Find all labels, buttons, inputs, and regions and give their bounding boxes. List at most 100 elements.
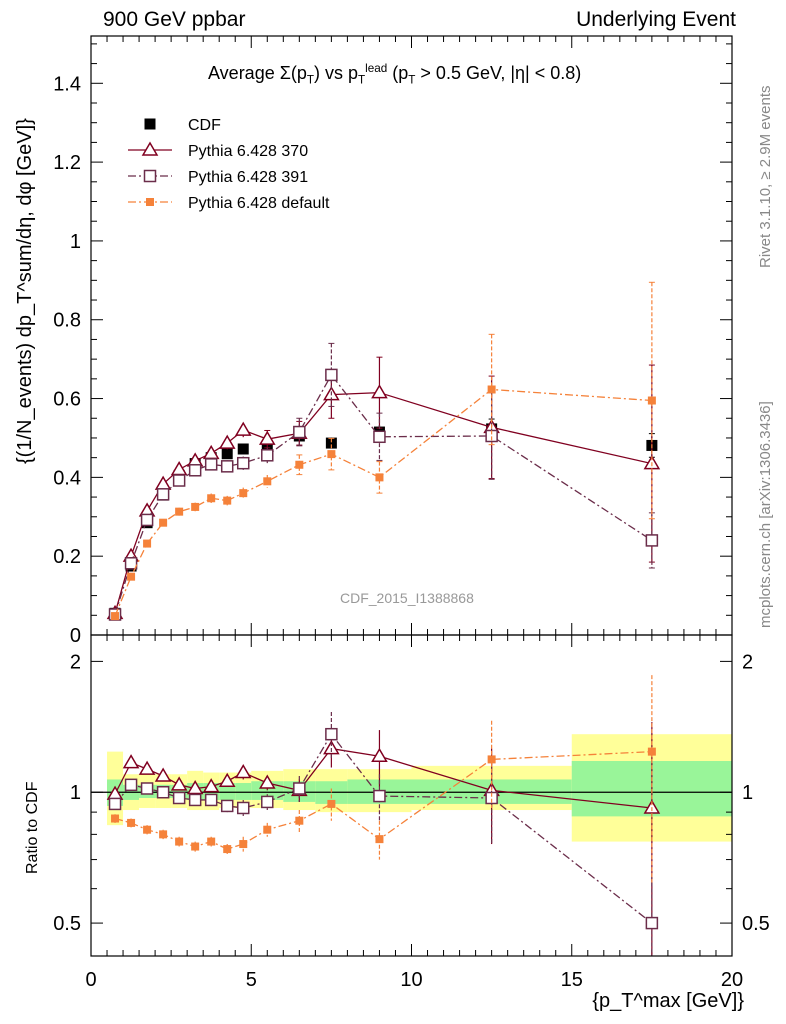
ratio-data-point <box>156 785 170 799</box>
ratio-data-point <box>170 776 188 791</box>
ratio-data-point <box>643 799 661 814</box>
ratio-data-point <box>111 814 120 823</box>
mcplots-reference-label: mcplots.cern.ch [arXiv:1306.3436] <box>757 401 774 628</box>
rivet-version-label: Rivet 3.1.10, ≥ 2.9M events <box>757 85 774 269</box>
ratio-y-tick-label: 0.5 <box>53 913 81 935</box>
data-point <box>487 385 496 394</box>
ratio-data-point <box>207 837 216 846</box>
data-point <box>218 434 236 449</box>
analysis-watermark: CDF_2015_I1388868 <box>340 590 474 606</box>
ratio-panel: 0 5 10 15 20 0.5 0.5 1 1 2 2 <box>53 634 770 991</box>
legend-marker <box>141 141 159 156</box>
data-point <box>239 489 248 498</box>
ratio-data-point <box>327 799 336 808</box>
ratio-data-point <box>124 778 138 792</box>
data-point <box>156 488 170 501</box>
data-point <box>140 513 154 527</box>
ratio-y-tick-label: 1 <box>70 782 81 804</box>
ratio-y-tick-label-right: 1 <box>742 782 753 804</box>
x-tick-label: 0 <box>85 969 96 991</box>
ratio-data-point <box>191 842 200 851</box>
series-cdf <box>109 418 658 619</box>
data-point <box>371 384 388 399</box>
ratio-inner-band <box>251 781 284 800</box>
ratio-data-point <box>263 825 272 834</box>
series-layer <box>106 281 661 956</box>
ratio-data-point <box>154 767 172 782</box>
y-tick-label: 0.2 <box>53 546 81 568</box>
ratio-uncertainty-bands <box>91 734 732 842</box>
ratio-data-point <box>204 793 218 807</box>
ratio-y-axis-label: Ratio to CDF <box>24 781 41 874</box>
ratio-data-point <box>645 916 659 930</box>
data-point <box>170 460 188 476</box>
ratio-data-point <box>140 782 154 795</box>
data-point <box>234 421 252 436</box>
ratio-data-point <box>371 747 388 762</box>
ratio-data-point <box>323 740 340 755</box>
ratio-data-point <box>295 816 304 825</box>
y-tick-label: 0.8 <box>53 310 81 332</box>
ratio-data-point <box>172 791 186 805</box>
data-point <box>237 443 249 455</box>
data-point <box>188 464 202 477</box>
legend-item: CDF <box>144 117 221 134</box>
series-pythia-6-428-391 <box>108 342 659 621</box>
data-point <box>143 539 152 548</box>
ratio-data-point <box>373 789 386 803</box>
subtitle-part-4: T <box>358 73 366 87</box>
legend: CDF Pythia 6.428 370 Pythia 6.428 391 Pythi… <box>128 117 330 212</box>
x-axis-label: {p_T^max [GeV]} <box>592 990 744 1012</box>
data-point <box>236 456 250 470</box>
data-point <box>220 460 234 473</box>
ratio-series-pythia-6-428-391 <box>108 711 659 956</box>
legend-marker <box>146 198 154 206</box>
main-y-axis-label: {(1/N_events) dp_T^sum/dη, dφ [GeV]} <box>14 118 36 464</box>
ratio-data-point <box>186 780 204 795</box>
ratio-series-line <box>114 733 653 924</box>
ratio-inner-band <box>235 783 252 800</box>
legend-label: Pythia 6.428 391 <box>188 169 308 186</box>
x-tick-label: 5 <box>246 969 257 991</box>
legend-item: Pythia 6.428 default <box>128 195 330 212</box>
ratio-data-point <box>159 830 168 839</box>
data-point <box>647 396 656 405</box>
subtitle-part-5: lead <box>365 62 388 75</box>
y-tick-label: 0.4 <box>53 467 81 489</box>
ratio-frame <box>90 634 733 957</box>
data-point <box>645 534 659 547</box>
data-point <box>172 474 186 487</box>
data-point <box>293 425 306 439</box>
subtitle-part-8: > 0.5 GeV, |η| < 0.8) <box>415 63 582 83</box>
data-point <box>327 450 336 459</box>
data-point <box>221 448 233 460</box>
data-point <box>375 473 384 482</box>
ratio-data-point <box>138 760 156 775</box>
ratio-data-point <box>234 764 252 779</box>
ratio-data-point <box>108 797 122 811</box>
ratio-y-tick-label: 2 <box>70 651 81 673</box>
data-point <box>258 430 276 445</box>
ratio-series-pythia-6-428-default <box>111 675 656 883</box>
legend-marker <box>144 118 156 130</box>
ratio-data-point <box>485 791 498 805</box>
ratio-data-point <box>375 835 384 844</box>
ratio-data-point <box>236 801 250 815</box>
legend-item: Pythia 6.428 370 <box>128 141 308 160</box>
subtitle-part-6: (p <box>387 63 409 83</box>
data-point <box>191 502 200 511</box>
x-tick-label: 15 <box>561 969 583 991</box>
title-right: Underlying Event <box>576 8 736 31</box>
series-pythia-6-428-370 <box>106 356 661 620</box>
title-left: 900 GeV ppbar <box>103 8 246 31</box>
y-tick-label: 1.2 <box>53 152 81 174</box>
ratio-data-point <box>487 755 496 764</box>
data-point <box>127 572 136 581</box>
subtitle-part-3: ) vs p <box>314 63 359 83</box>
chart-subtitle: Average Σ(pT) vs pTlead (pT > 0.5 GeV, |… <box>208 62 581 87</box>
data-point <box>223 496 232 505</box>
x-tick-label: 10 <box>400 969 422 991</box>
ratio-data-point <box>258 774 276 789</box>
ratio-data-point <box>220 799 234 813</box>
